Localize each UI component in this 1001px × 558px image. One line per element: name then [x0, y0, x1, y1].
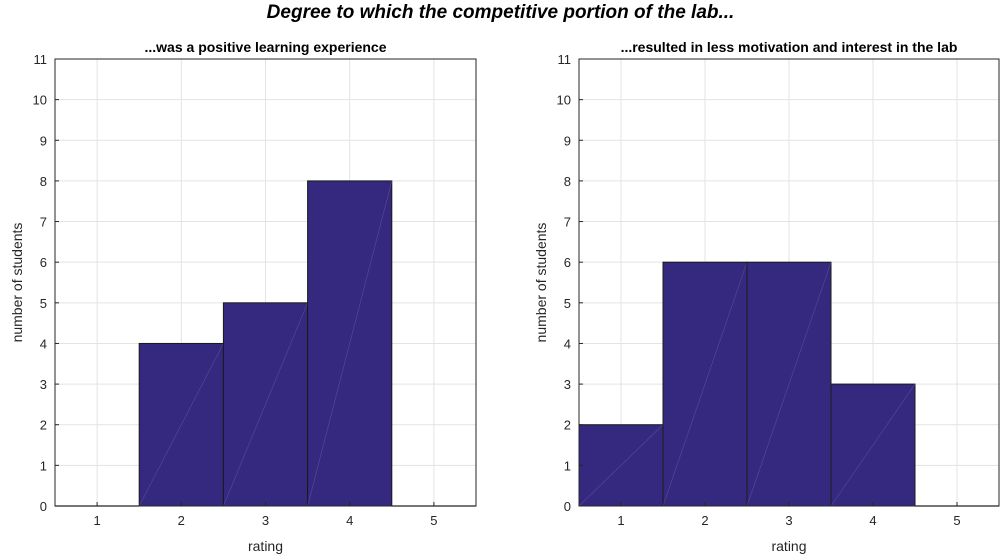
y-tick-label: 7: [564, 215, 571, 230]
y-tick-label: 0: [40, 499, 47, 514]
y-tick-label: 11: [558, 52, 572, 67]
y-tick-label: 10: [557, 93, 571, 108]
y-tick-label: 3: [564, 377, 571, 392]
bar-diagonal-artifact: [578, 424, 664, 507]
x-tick-label: 5: [953, 513, 960, 528]
y-tick-label: 7: [40, 215, 47, 230]
y-tick-label: 4: [40, 336, 47, 351]
y-tick-label: 5: [564, 296, 571, 311]
y-tick-label: 6: [564, 255, 571, 270]
x-tick-label: 4: [869, 513, 876, 528]
y-tick-label: 3: [40, 377, 47, 392]
y-tick-label: 8: [564, 174, 571, 189]
bar-diagonal-artifact: [830, 383, 916, 507]
y-tick-label: 1: [40, 458, 47, 473]
bar-diagonal-artifact: [307, 180, 393, 507]
x-axis-label: rating: [248, 538, 283, 554]
x-tick-label: 1: [617, 513, 624, 528]
chart-title: ...resulted in less motivation and inter…: [621, 39, 958, 55]
y-tick-label: 5: [40, 296, 47, 311]
y-axis-label: number of students: [9, 223, 25, 343]
x-axis-label: rating: [771, 538, 806, 554]
x-tick-label: 1: [93, 513, 100, 528]
y-axis-label: number of students: [533, 223, 549, 343]
figure-suptitle: Degree to which the competitive portion …: [266, 2, 735, 23]
x-tick-label: 5: [430, 513, 437, 528]
y-tick-label: 1: [564, 458, 571, 473]
x-tick-label: 4: [346, 513, 353, 528]
x-tick-label: 3: [785, 513, 792, 528]
chart-title: ...was a positive learning experience: [145, 39, 387, 55]
y-tick-label: 11: [34, 52, 48, 67]
x-tick-label: 2: [178, 513, 185, 528]
y-tick-label: 0: [564, 499, 571, 514]
y-tick-label: 9: [564, 133, 571, 148]
x-tick-label: 2: [701, 513, 708, 528]
y-tick-label: 6: [40, 255, 47, 270]
y-tick-label: 2: [564, 418, 571, 433]
y-tick-label: 4: [564, 336, 571, 351]
bar-diagonal-artifact: [223, 302, 308, 507]
y-tick-label: 10: [33, 93, 47, 108]
bar-diagonal-artifact: [662, 262, 748, 507]
x-tick-label: 3: [262, 513, 269, 528]
y-tick-label: 9: [40, 133, 47, 148]
bar-diagonal-artifact: [746, 262, 832, 507]
y-tick-label: 2: [40, 418, 47, 433]
y-tick-label: 8: [40, 174, 47, 189]
bar-diagonal-artifact: [138, 343, 224, 507]
